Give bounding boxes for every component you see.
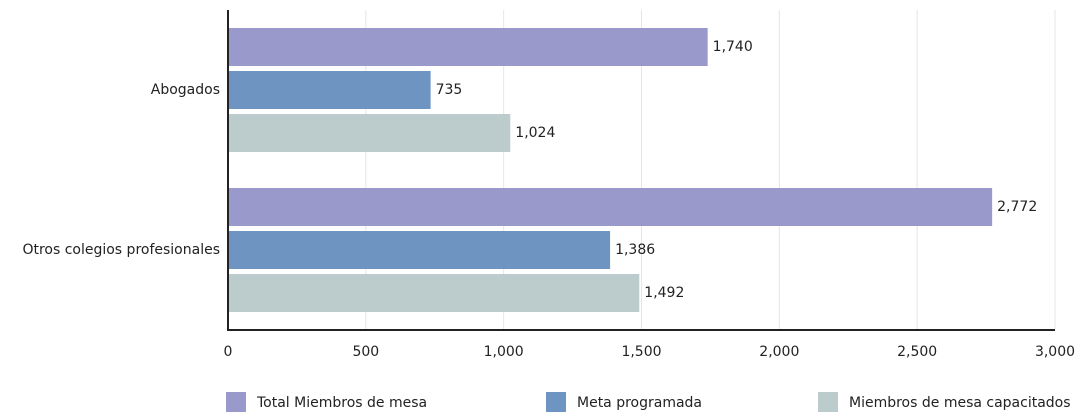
x-tick-label: 0: [224, 344, 233, 360]
bar: [228, 28, 708, 66]
value-label: 735: [436, 82, 463, 98]
legend-label: Miembros de mesa capacitados: [849, 395, 1071, 411]
legend-swatch: [226, 392, 246, 412]
x-tick-label: 2,500: [897, 344, 937, 360]
value-label: 1,024: [515, 125, 555, 141]
value-label: 1,740: [713, 39, 753, 55]
x-tick-label: 1,000: [484, 344, 524, 360]
value-label: 1,492: [644, 285, 684, 301]
bar: [228, 114, 511, 152]
y-tick-label: Abogados: [151, 82, 220, 98]
bar: [228, 231, 611, 269]
legend-swatch: [818, 392, 838, 412]
x-tick-label: 1,500: [621, 344, 661, 360]
legend-label: Meta programada: [577, 395, 702, 411]
y-tick-label: Otros colegios profesionales: [22, 242, 220, 258]
value-label: 1,386: [615, 242, 655, 258]
bar: [228, 71, 431, 109]
x-tick-label: 500: [352, 344, 379, 360]
legend-swatch: [546, 392, 566, 412]
value-label: 2,772: [997, 199, 1037, 215]
x-tick-label: 2,000: [759, 344, 799, 360]
x-tick-label: 3,000: [1035, 344, 1075, 360]
bar: [228, 188, 993, 226]
legend-label: Total Miembros de mesa: [256, 395, 427, 411]
bar: [228, 274, 640, 312]
